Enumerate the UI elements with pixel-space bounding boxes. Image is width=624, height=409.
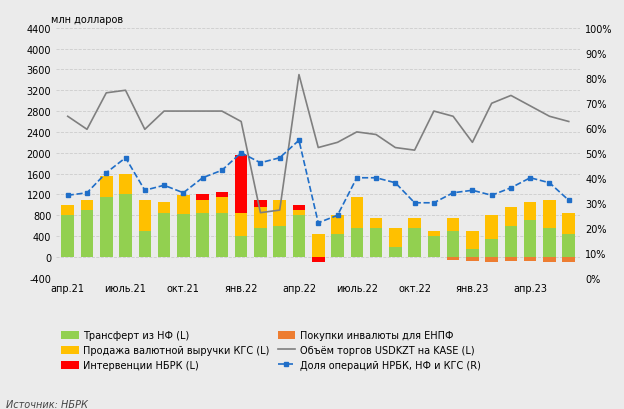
Bar — [447, 218, 459, 231]
Bar — [505, 208, 517, 226]
Bar — [408, 229, 421, 257]
Bar — [100, 177, 112, 198]
Bar — [197, 213, 209, 257]
Bar — [158, 203, 170, 213]
Bar — [351, 229, 363, 257]
Bar — [544, 200, 556, 229]
Bar — [216, 192, 228, 198]
Bar — [562, 234, 575, 257]
Bar — [80, 200, 93, 211]
Bar — [312, 234, 324, 257]
Bar — [447, 257, 459, 260]
Bar — [273, 226, 286, 257]
Bar — [485, 216, 498, 239]
Bar — [119, 195, 132, 257]
Bar — [139, 200, 151, 231]
Bar — [331, 216, 344, 234]
Bar — [389, 247, 402, 257]
Bar — [466, 231, 479, 249]
Bar — [447, 231, 459, 257]
Bar — [254, 200, 266, 208]
Bar — [524, 221, 537, 257]
Text: Источник: НБРК: Источник: НБРК — [6, 399, 88, 409]
Text: млн долларов: млн долларов — [51, 15, 123, 25]
Bar — [235, 236, 248, 257]
Bar — [139, 231, 151, 257]
Bar — [562, 257, 575, 263]
Bar — [312, 257, 324, 263]
Bar — [331, 234, 344, 257]
Bar — [216, 213, 228, 257]
Bar — [80, 211, 93, 257]
Bar — [562, 213, 575, 234]
Legend: Трансферт из НФ (L), Продажа валютной выручки КГС (L), Интервенции НБРК (L), Пок: Трансферт из НФ (L), Продажа валютной вы… — [61, 330, 480, 370]
Bar — [544, 229, 556, 257]
Bar — [293, 205, 305, 211]
Bar — [466, 257, 479, 261]
Bar — [119, 174, 132, 195]
Bar — [197, 200, 209, 213]
Bar — [389, 229, 402, 247]
Bar — [293, 211, 305, 216]
Bar — [505, 257, 517, 261]
Bar — [254, 229, 266, 257]
Bar — [61, 216, 74, 257]
Bar — [485, 239, 498, 257]
Bar — [100, 198, 112, 257]
Bar — [505, 226, 517, 257]
Bar — [427, 236, 440, 257]
Bar — [351, 198, 363, 229]
Bar — [216, 198, 228, 213]
Bar — [370, 218, 383, 229]
Bar — [177, 196, 190, 214]
Bar — [273, 200, 286, 226]
Bar — [254, 208, 266, 229]
Bar — [158, 213, 170, 257]
Bar — [197, 195, 209, 200]
Bar — [524, 257, 537, 261]
Bar — [427, 231, 440, 236]
Bar — [485, 257, 498, 263]
Bar — [544, 257, 556, 263]
Bar — [61, 205, 74, 216]
Bar — [524, 203, 537, 221]
Bar — [293, 216, 305, 257]
Bar — [177, 214, 190, 257]
Bar — [466, 249, 479, 257]
Bar — [235, 156, 248, 213]
Bar — [370, 229, 383, 257]
Bar — [235, 213, 248, 236]
Bar — [408, 218, 421, 229]
